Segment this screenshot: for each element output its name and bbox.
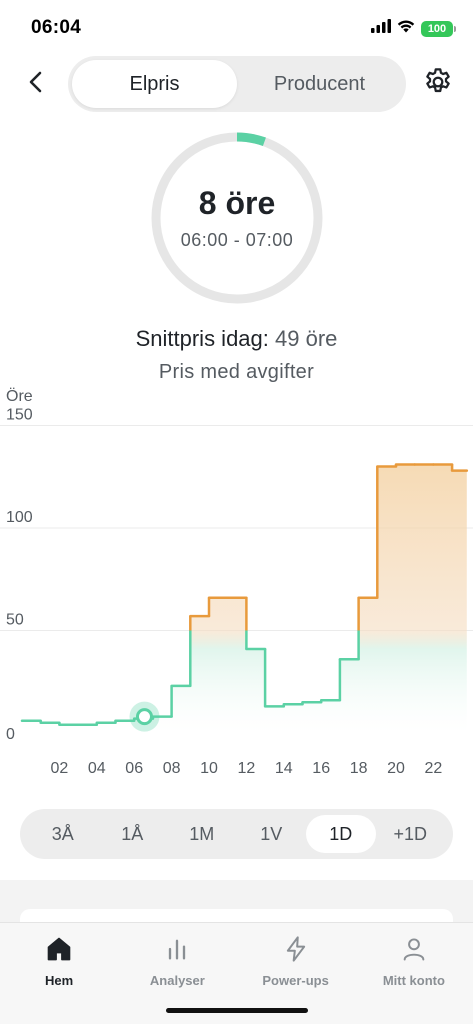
y-tick-label: 150 — [6, 407, 33, 424]
price-chart[interactable]: Öre 150 100 50 0 02 04 06 08 10 12 14 16 18 20 22 — [0, 380, 473, 790]
chevron-left-icon — [28, 71, 44, 98]
x-tick-label: 04 — [88, 760, 106, 777]
average-price-label: Snittpris idag: — [135, 326, 269, 351]
x-tick-label: 20 — [387, 760, 405, 777]
x-tick-label: 10 — [200, 760, 218, 777]
range-option-1a[interactable]: 1Å — [121, 823, 144, 844]
price-subtitle: Pris med avgifter — [158, 361, 315, 383]
status-bar: 06:04 100 — [0, 0, 473, 56]
price-ring-graphic — [151, 132, 323, 304]
tab-label-analyser: Analyser — [149, 973, 205, 988]
x-tick-label: 16 — [312, 760, 330, 777]
status-icons: 100 — [371, 19, 456, 38]
home-icon — [43, 933, 75, 965]
tab-mitt-konto[interactable]: Mitt konto — [355, 923, 473, 1024]
price-chart-svg: Öre 150 100 50 0 02 04 06 08 10 12 14 16 18 20 22 — [0, 387, 473, 777]
bar-chart-icon — [161, 933, 193, 965]
current-price-range: 06:00 - 07:00 — [180, 230, 294, 250]
status-time: 06:04 — [31, 17, 82, 38]
tab-label-power-ups: Power-ups — [262, 973, 329, 988]
gear-icon — [422, 66, 454, 103]
cellular-signal-icon — [371, 19, 391, 38]
range-option-1m[interactable]: 1M — [189, 823, 215, 844]
home-indicator — [166, 1008, 308, 1013]
range-option-3a[interactable]: 3Å — [51, 823, 74, 844]
average-price: Snittpris idag: 49 öre — [0, 326, 473, 352]
battery-icon: 100 — [421, 20, 456, 37]
y-tick-label: 50 — [6, 612, 24, 629]
x-tick-label: 06 — [125, 760, 143, 777]
range-option-plus-1d[interactable]: +1D — [393, 823, 428, 844]
tab-analyser[interactable]: Analyser — [118, 923, 236, 1024]
x-tick-label: 08 — [163, 760, 181, 777]
y-axis-unit-label: Öre — [6, 387, 33, 405]
tab-label-mitt-konto: Mitt konto — [382, 973, 445, 988]
wifi-icon — [397, 19, 415, 38]
settings-button[interactable] — [418, 64, 458, 104]
user-icon — [398, 933, 430, 965]
tab-label-hem: Hem — [45, 973, 74, 988]
current-hour-marker — [135, 708, 153, 726]
x-tick-label: 18 — [350, 760, 368, 777]
average-price-value: 49 öre — [275, 326, 338, 351]
ring-progress — [151, 132, 323, 304]
tab-bar: Hem Analyser Power-ups Mitt konto — [0, 922, 473, 1024]
segment-elpris[interactable]: Elpris — [72, 60, 237, 108]
range-option-1d[interactable]: 1D — [306, 815, 376, 853]
back-button[interactable] — [20, 64, 52, 104]
range-selector: 3Å 1Å 1M 1V 1D +1D — [20, 809, 453, 859]
source-segmented-control: Elpris Producent — [68, 56, 406, 112]
segment-producent[interactable]: Producent — [273, 72, 366, 95]
x-tick-label: 22 — [425, 760, 443, 777]
tab-power-ups[interactable]: Power-ups — [237, 923, 355, 1024]
current-price-value: 8 öre — [198, 185, 276, 221]
x-tick-label: 14 — [275, 760, 293, 777]
y-tick-label: 100 — [6, 509, 33, 526]
y-tick-label: 0 — [6, 726, 15, 743]
tab-hem[interactable]: Hem — [0, 923, 118, 1024]
battery-level: 100 — [427, 22, 447, 35]
x-tick-label: 12 — [238, 760, 256, 777]
range-option-1v[interactable]: 1V — [260, 823, 283, 844]
lightning-icon — [280, 933, 312, 965]
current-price-ring: 8 öre 06:00 - 07:00 — [150, 131, 324, 305]
x-tick-label: 02 — [51, 760, 69, 777]
